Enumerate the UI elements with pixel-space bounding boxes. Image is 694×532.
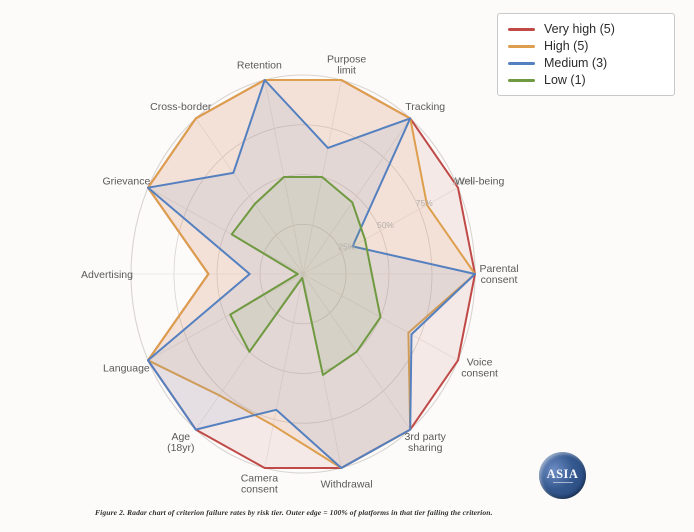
axis-label-camera-consent: Camera consent [241,473,279,496]
axis-label-withdrawal: Withdrawal [321,479,373,491]
radar-spoke [264,273,304,469]
axis-label-cross-border: Cross-border [150,101,212,113]
legend-label: Medium (3) [544,56,608,70]
axis-label-tracking: Tracking [405,101,445,113]
axis-label-age-18yr: Age (18yr) [167,431,194,454]
axis-label-voice-consent: Voice consent [461,356,498,379]
legend-label: Very high (5) [544,22,615,36]
legend-line-swatch [508,62,535,65]
radial-tick-label: 25% [338,241,355,251]
chart-legend: Very high (5) High (5) Medium (3) Low (1) [497,13,675,96]
radar-spoke [147,187,304,275]
series-polygon-medium-3 [147,79,476,469]
figure-caption: Figure 2. Radar chart of criterion failu… [95,508,493,517]
axis-label-well-being: Well-being [455,176,505,188]
axis-label-grievance: Grievance [102,176,150,188]
axis-label-purpose-limit: Purpose limit [327,53,366,76]
axis-label-retention: Retention [237,59,282,71]
legend-line-swatch [508,45,535,48]
asia-logo-underline [552,482,573,483]
radar-spoke [302,187,459,275]
asia-logo-text: ASIA [546,467,579,481]
radar-spoke [147,273,304,361]
series-polygon-low-1 [229,176,382,376]
axis-label-3rd-party-sharing: 3rd party sharing [404,431,446,454]
legend-label: High (5) [544,39,589,53]
axis-label-language: Language [103,362,150,374]
legend-item: Medium (3) [508,55,664,72]
axis-label-parental-consent: Parental consent [479,263,518,286]
radial-tick-label: 50% [377,220,394,230]
legend-item: High (5) [508,38,664,55]
legend-line-swatch [508,28,535,31]
radial-tick-label: 100% [452,177,474,187]
axis-label-advertising: Advertising [81,269,133,281]
radial-tick-label: 75% [416,198,433,208]
asia-logo: ASIA [539,452,586,499]
legend-item: Low (1) [508,72,664,89]
radar-spoke [302,118,411,275]
legend-line-swatch [508,79,535,82]
radar-spoke [195,118,304,275]
legend-item: Very high (5) [508,21,664,38]
legend-label: Low (1) [544,73,586,87]
